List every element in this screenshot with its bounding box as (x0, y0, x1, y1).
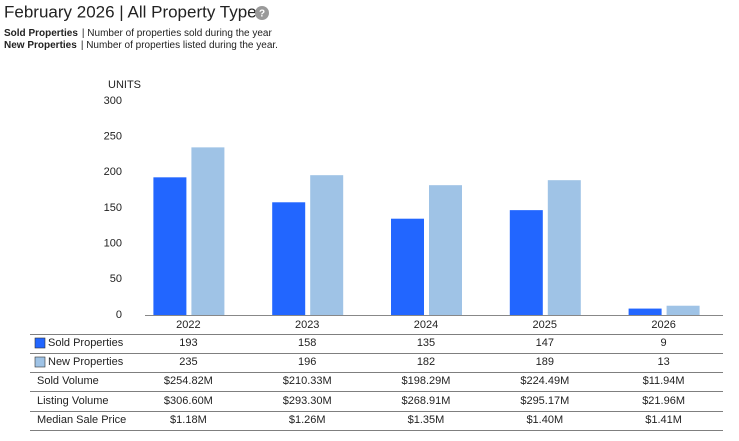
table-cell: 147 (536, 337, 554, 349)
bar (509, 210, 543, 315)
y-tick-label: 0 (116, 309, 122, 321)
table-cell: $224.49M (520, 375, 569, 387)
row-label: Median Sale Price (37, 414, 126, 426)
table-cell: $11.94M (643, 375, 685, 387)
table-cell: 235 (179, 356, 197, 368)
table-cell: $1.40M (526, 414, 563, 426)
table-cell: 193 (179, 337, 197, 349)
chart-title: February 2026 | All Property Types (4, 2, 265, 21)
table-cell: $295.17M (520, 395, 569, 407)
help-icon[interactable]: ? (259, 9, 265, 20)
bar (153, 177, 187, 315)
y-tick-label: 250 (104, 131, 122, 143)
note-label: New Properties (4, 40, 77, 51)
table-cell: 135 (417, 337, 435, 349)
table-cell: $198.29M (402, 375, 451, 387)
note-text: | Number of properties sold during the y… (82, 28, 273, 39)
table-cell: 196 (298, 356, 316, 368)
table-cell: $21.96M (642, 395, 685, 407)
bar (391, 218, 424, 315)
bar (666, 305, 700, 315)
bar (272, 202, 306, 315)
note: New Properties | Number of properties lis… (4, 40, 278, 51)
bar (310, 175, 344, 315)
y-tick-label: 100 (104, 238, 122, 250)
table-cell: $254.82M (164, 375, 213, 387)
legend-swatch (34, 356, 46, 368)
table-cell: 13 (657, 356, 669, 368)
table-cell: $1.26M (289, 414, 326, 426)
y-tick-label: 200 (104, 166, 122, 178)
note: Sold Properties | Number of properties so… (4, 28, 272, 39)
x-tick-label: 2022 (176, 319, 200, 331)
y-axis-label: UNITS (108, 79, 141, 91)
x-tick-label: 2025 (533, 319, 557, 331)
table-cell: $210.33M (283, 375, 332, 387)
y-tick-label: 300 (104, 95, 122, 107)
y-tick-label: 150 (104, 202, 122, 214)
table-cell: $306.60M (164, 395, 213, 407)
bar (628, 308, 662, 315)
bar (547, 180, 581, 315)
bar (429, 185, 462, 315)
table-cell: 182 (417, 356, 435, 368)
row-label: Sold Volume (37, 375, 99, 387)
x-tick-label: 2023 (295, 319, 319, 331)
legend-label: New Properties (48, 356, 124, 368)
x-tick-label: 2026 (651, 319, 675, 331)
table-cell: $293.30M (283, 395, 332, 407)
table-cell: 189 (536, 356, 554, 368)
table-cell: 9 (661, 337, 667, 349)
legend-swatch (34, 337, 46, 349)
bar (191, 147, 225, 315)
table-cell: $268.91M (402, 395, 451, 407)
table-cell: $1.18M (170, 414, 207, 426)
row-label: Listing Volume (37, 395, 109, 407)
legend-label: Sold Properties (48, 337, 124, 349)
help-icon-bg[interactable] (255, 6, 269, 20)
table-cell: 158 (298, 337, 316, 349)
table-cell: $1.35M (408, 414, 445, 426)
note-label: Sold Properties (4, 28, 78, 39)
note-text: | Number of properties listed during the… (81, 40, 278, 51)
table-cell: $1.41M (645, 414, 682, 426)
x-tick-label: 2024 (414, 319, 438, 331)
y-tick-label: 50 (110, 273, 122, 285)
